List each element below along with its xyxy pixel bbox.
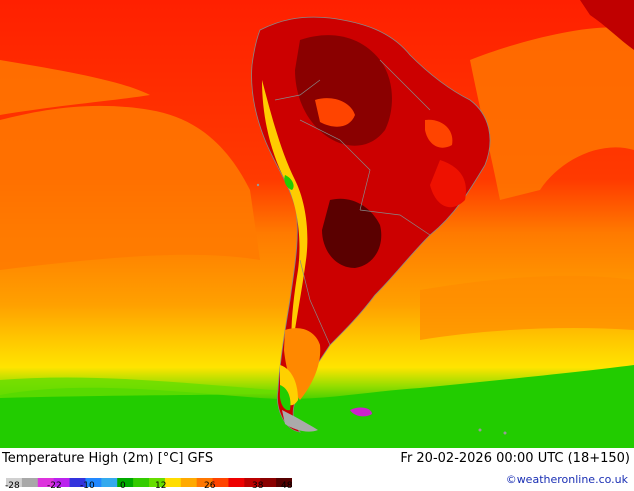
colorbar-swatch: [69, 478, 86, 487]
south-green-zone: [0, 365, 634, 448]
andes-strip: [262, 80, 308, 350]
islands: [256, 183, 507, 435]
orange-patch-east: [425, 119, 453, 148]
colorbar-swatch: [149, 478, 166, 487]
credit-link[interactable]: ©weatheronline.co.uk: [505, 473, 628, 486]
map-canvas: [0, 0, 634, 448]
colorbar-tick: -22: [47, 481, 62, 491]
colorbar-tick: 26: [204, 481, 216, 491]
colorbar-swatch: [21, 478, 39, 487]
atlantic-orange-south: [420, 275, 634, 340]
patagonia-green: [279, 385, 291, 411]
tierra-del-fuego: [282, 410, 318, 432]
colorbar-swatch: [228, 478, 245, 487]
map-footer: Temperature High (2m) [°C] GFS Fr 20-02-…: [0, 448, 634, 491]
forecast-datetime: Fr 20-02-2026 00:00 UTC (18+150): [400, 451, 630, 466]
colorbar-swatch: [196, 478, 214, 487]
colorbar-swatch: [260, 478, 277, 487]
colorbar-swatch: [276, 478, 293, 487]
pacific-orange-zone: [0, 105, 260, 270]
red-coast-east: [430, 160, 466, 208]
colorbar-swatch: [101, 478, 118, 487]
colorbar-tick: -28: [5, 481, 20, 491]
colorbar-ticks: -28 -22 -10 0 12 26 38 48: [0, 481, 300, 491]
country-borders: [274, 59, 431, 346]
andes-green-spot: [284, 175, 294, 190]
colorbar-swatch: [180, 478, 198, 487]
pacific-orange-tongue: [0, 60, 150, 115]
colorbar-tick: 12: [155, 481, 167, 491]
colorbar-swatch: [244, 478, 261, 487]
south-magenta-patch: [350, 407, 372, 417]
colorbar-swatch: [133, 478, 150, 487]
colorbar-swatch: [53, 478, 71, 487]
colorbar-swatch: [164, 478, 182, 487]
colorbar-swatch: [85, 478, 102, 487]
africa-land: [580, 0, 634, 50]
south-light-green: [0, 377, 300, 398]
colorbar-tick: 48: [281, 481, 293, 491]
colorbar-swatch: [117, 478, 134, 487]
atlantic-orange-zone: [470, 27, 634, 201]
colorbar-tick: 38: [252, 481, 264, 491]
map-title: Temperature High (2m) [°C] GFS: [2, 451, 214, 466]
orange-patch-north: [315, 98, 355, 127]
colorbar-tick: -10: [80, 481, 95, 491]
colorbar-tick: 0: [120, 481, 126, 491]
colorbar-swatch: [37, 478, 55, 487]
colorbar-swatch: [212, 478, 229, 487]
very-hot-core: [322, 198, 382, 268]
temperature-colorbar: [6, 472, 293, 487]
colorbar-swatch: [6, 478, 23, 487]
temperature-map[interactable]: [0, 0, 634, 448]
